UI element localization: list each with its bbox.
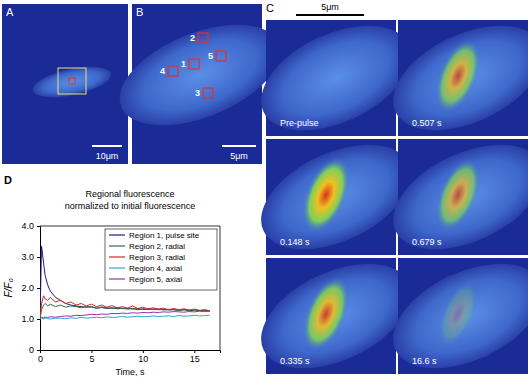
x-tick-mark (143, 350, 144, 353)
frame: 0.679 s (377, 123, 528, 270)
y-tick-label: 1.0 (21, 314, 34, 324)
scale-bar-label: 5μm (321, 2, 339, 12)
region-label: 1 (181, 59, 186, 69)
x-tick: 15 (190, 350, 200, 364)
y-tick: 0 (29, 345, 40, 355)
panel-c: C 5μm Pre-pulse 0.507 s 0.148 s 0.679 s 0.335 … (245, 2, 528, 379)
legend-label: Region 2, radial (129, 242, 185, 251)
cell (30, 61, 114, 103)
fluorescence-spot (293, 270, 358, 358)
x-tick-label: 15 (190, 354, 200, 364)
figure: A 10μm B 1 2 3 4 5 5μm C 5μm Pre-pulse 0.507 s 0.148 … (0, 0, 528, 379)
region-box (168, 66, 178, 76)
fluorescence-spot (430, 275, 485, 352)
y-axis-title: F/F₀ (3, 278, 14, 297)
legend-swatch (109, 278, 125, 279)
legend-label: Region 3, radial (129, 253, 185, 262)
x-axis-line (41, 351, 221, 354)
frame-label: 0.335 s (280, 356, 310, 366)
legend-label: Region 1, pulse site (129, 231, 200, 240)
y-tick-mark (37, 226, 40, 227)
scale-bar (296, 14, 364, 16)
frame: 16.6 s (377, 242, 528, 379)
cell (377, 4, 528, 151)
x-tick-mark (194, 350, 195, 353)
series-line (40, 311, 210, 319)
legend-swatch (109, 256, 125, 257)
fluorescence-spot (426, 152, 489, 237)
frame-label: 0.507 s (412, 118, 442, 128)
y-tick-mark (37, 350, 40, 351)
y-tick-mark (37, 257, 40, 258)
scale-bar-label: 10μm (96, 151, 119, 161)
legend-label: Region 4, axial (129, 264, 182, 273)
legend-box (105, 229, 217, 290)
x-tick-mark (91, 350, 92, 353)
region-box (189, 59, 199, 69)
x-tick: 10 (138, 350, 148, 364)
region-label: 4 (160, 66, 165, 76)
image-background (2, 4, 128, 164)
panel-label: D (4, 174, 12, 186)
legend-swatch (109, 267, 125, 268)
cell (377, 242, 528, 379)
region-box (198, 33, 208, 43)
legend: Region 1, pulse site Region 2, radial Regi… (105, 229, 217, 290)
frame-label: 0.148 s (280, 237, 310, 247)
zoom-box (58, 68, 86, 94)
region-label: 5 (208, 51, 213, 61)
y-tick-label: 4.0 (21, 221, 34, 231)
legend-label: Region 5, axial (129, 275, 182, 284)
scale-bar (92, 145, 122, 147)
scale-bar-label: 5μm (230, 151, 248, 161)
chart-subtitle: normalized to initial fluorescence (65, 201, 196, 211)
y-tick-mark (37, 288, 40, 289)
region-box (203, 88, 213, 98)
region-box (216, 51, 226, 61)
y-tick: 3.0 (21, 252, 40, 262)
x-axis: 0 5 10 15 (38, 350, 221, 364)
frame: 0.507 s (377, 4, 528, 151)
x-tick-label: 0 (38, 354, 43, 364)
y-tick: 4.0 (21, 221, 40, 231)
frame-label: 0.679 s (412, 237, 442, 247)
y-tick-label: 0 (29, 345, 34, 355)
y-axis: 0 1.0 2.0 3.0 4.0 (21, 221, 40, 355)
chart-title: Regional fluorescence (85, 189, 174, 199)
panel-label: B (136, 6, 143, 18)
fluorescence-spot (292, 150, 359, 239)
legend-swatch (109, 245, 125, 246)
frame-label: Pre-pulse (280, 118, 319, 128)
frame-label: 16.6 s (412, 356, 437, 366)
cell (377, 123, 528, 270)
fluorescence-spot (426, 33, 490, 119)
x-axis-title: Time, s (115, 367, 145, 377)
y-axis-line (37, 227, 41, 351)
region-label: 2 (190, 33, 195, 43)
x-tick-label: 10 (138, 354, 148, 364)
series-line (40, 296, 210, 319)
panel-d: D Regional fluorescence normalized to init… (3, 174, 221, 377)
panel-label: A (6, 6, 14, 18)
plot-frame (40, 226, 220, 227)
plot-frame (220, 226, 221, 350)
y-tick-label: 3.0 (21, 252, 34, 262)
panel-label: C (266, 2, 274, 14)
y-tick-mark (37, 319, 40, 320)
legend-swatch (109, 234, 125, 235)
y-tick-label: 2.0 (21, 283, 34, 293)
y-tick: 2.0 (21, 283, 40, 293)
panel-a: A 10μm (2, 4, 128, 164)
x-tick: 0 (38, 350, 43, 364)
y-tick: 1.0 (21, 314, 40, 324)
scale-bar (222, 145, 256, 147)
region-label: 3 (195, 88, 200, 98)
series-line (40, 304, 210, 320)
x-tick-label: 5 (89, 354, 94, 364)
pulse-site (69, 78, 75, 84)
x-tick: 5 (89, 350, 94, 364)
